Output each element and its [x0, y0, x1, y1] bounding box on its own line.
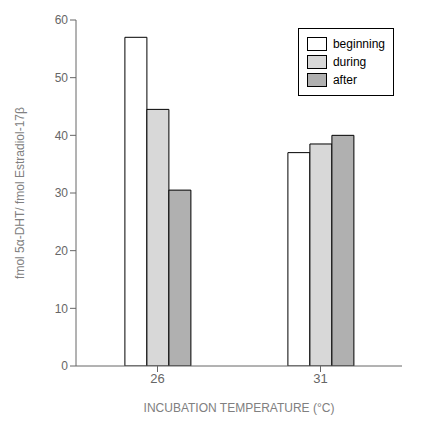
svg-text:50: 50	[55, 71, 69, 85]
html-text:during: during	[332, 55, 367, 69]
html-text:beginning: beginning	[332, 37, 385, 51]
svg-text:30: 30	[55, 186, 69, 200]
svg-text:31: 31	[313, 371, 327, 386]
html-text:after: after	[332, 73, 357, 87]
svg-text:60: 60	[55, 13, 69, 27]
svg-text:10: 10	[55, 302, 69, 316]
svg-text:40: 40	[55, 129, 69, 143]
svg-text:26: 26	[150, 371, 164, 386]
svg-text:fmol 5α-DHT/ fmol Estradiol-17: fmol 5α-DHT/ fmol Estradiol-17β	[13, 107, 27, 279]
svg-text:INCUBATION TEMPERATURE (°C): INCUBATION TEMPERATURE (°C)	[144, 401, 335, 415]
svg-text:20: 20	[55, 244, 69, 258]
svg-text:0: 0	[61, 359, 68, 373]
